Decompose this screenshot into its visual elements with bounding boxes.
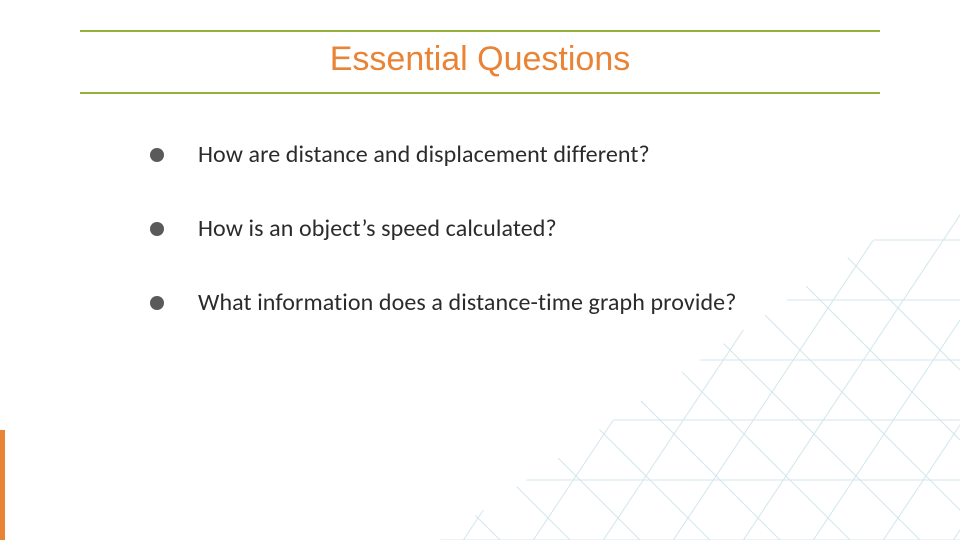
slide-title: Essential Questions bbox=[0, 40, 960, 79]
title-rule-bottom bbox=[80, 92, 880, 94]
bullet-icon bbox=[150, 148, 164, 162]
slide: Essential Questions How are distance and… bbox=[0, 0, 960, 540]
bullet-icon bbox=[150, 222, 164, 236]
bullet-icon bbox=[150, 296, 164, 310]
accent-bar-left bbox=[0, 430, 5, 540]
title-rule-top bbox=[80, 30, 880, 32]
list-item: What information does a distance-time gr… bbox=[150, 288, 800, 318]
question-list: How are distance and displacement differ… bbox=[150, 140, 800, 362]
list-item: How are distance and displacement differ… bbox=[150, 140, 800, 170]
list-item: How is an object’s speed calculated? bbox=[150, 214, 800, 244]
question-text: What information does a distance-time gr… bbox=[198, 288, 736, 318]
question-text: How are distance and displacement differ… bbox=[198, 140, 650, 170]
question-text: How is an object’s speed calculated? bbox=[198, 214, 557, 244]
